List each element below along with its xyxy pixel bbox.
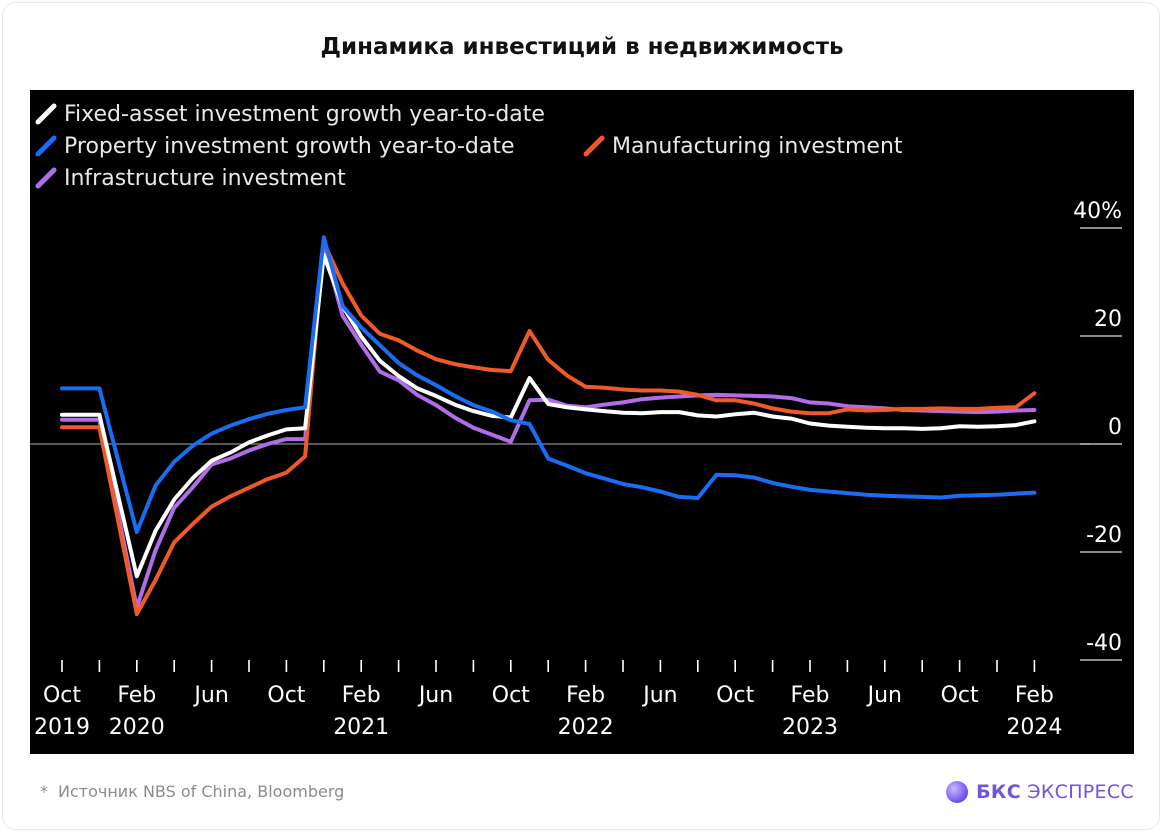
x-tick-label-month: Oct <box>492 683 530 708</box>
y-tick-label: -40 <box>1086 631 1122 656</box>
x-tick-label-month: Feb <box>791 683 830 708</box>
brand-logo[interactable]: БКС ЭКСПРЕСС <box>946 778 1134 806</box>
x-tick-label-year: 2022 <box>558 715 614 740</box>
y-tick-label: 20 <box>1094 307 1122 332</box>
x-tick-label-month: Oct <box>267 683 305 708</box>
y-tick-label: 40% <box>1073 199 1122 224</box>
y-tick-label: 0 <box>1108 415 1122 440</box>
x-tick-label-month: Jun <box>866 683 902 708</box>
legend-label: Property investment growth year-to-date <box>64 134 515 159</box>
y-tick-label: -20 <box>1086 523 1122 548</box>
x-tick-label-month: Feb <box>117 683 156 708</box>
legend-swatch <box>35 135 57 157</box>
x-tick-label-month: Oct <box>716 683 754 708</box>
brand-name-rest: ЭКСПРЕСС <box>1027 781 1134 803</box>
brand-name: БКС ЭКСПРЕСС <box>976 781 1134 803</box>
x-tick-label-month: Jun <box>641 683 677 708</box>
x-tick-label-month: Feb <box>1015 683 1054 708</box>
chart-plot: 40% 20 0 -20 -40 Oct 2019 Feb 2020 Jun Oct Feb 2021 J… <box>30 90 1134 754</box>
series-line <box>60 240 1037 617</box>
x-tick-label-month: Feb <box>342 683 381 708</box>
legend-label: Manufacturing investment <box>612 134 903 159</box>
series-line <box>60 253 1037 579</box>
legend-swatch <box>583 135 605 157</box>
brand-sphere-icon <box>946 781 969 803</box>
x-tick-label-month: Oct <box>43 683 81 708</box>
legend-label: Infrastructure investment <box>64 166 346 191</box>
x-tick-label-year: 2024 <box>1006 715 1062 740</box>
source-note: * Источник NBS of China, Bloomberg <box>40 782 344 801</box>
x-tick-label-month: Jun <box>192 683 228 708</box>
footnote-mark: * <box>40 782 48 801</box>
series-line <box>60 235 1037 534</box>
x-tick-label-year: 2019 <box>34 715 90 740</box>
x-tick-label-year: 2020 <box>109 715 165 740</box>
chart-title: Динамика инвестиций в недвижимость <box>320 34 844 60</box>
source-text: Источник NBS of China, Bloomberg <box>58 782 345 801</box>
legend-swatch <box>35 103 57 125</box>
x-tick-label-month: Jun <box>417 683 453 708</box>
x-tick-label-month: Oct <box>941 683 979 708</box>
brand-name-bold: БКС <box>976 781 1021 803</box>
x-tick-label-year: 2021 <box>333 715 389 740</box>
x-tick-label-year: 2023 <box>782 715 838 740</box>
legend-swatch <box>35 167 57 189</box>
legend-label: Fixed-asset investment growth year-to-da… <box>64 102 545 127</box>
chart-svg: 40% 20 0 -20 -40 Oct 2019 Feb 2020 Jun Oct Feb 2021 J… <box>30 102 1122 740</box>
x-tick-label-month: Feb <box>566 683 605 708</box>
